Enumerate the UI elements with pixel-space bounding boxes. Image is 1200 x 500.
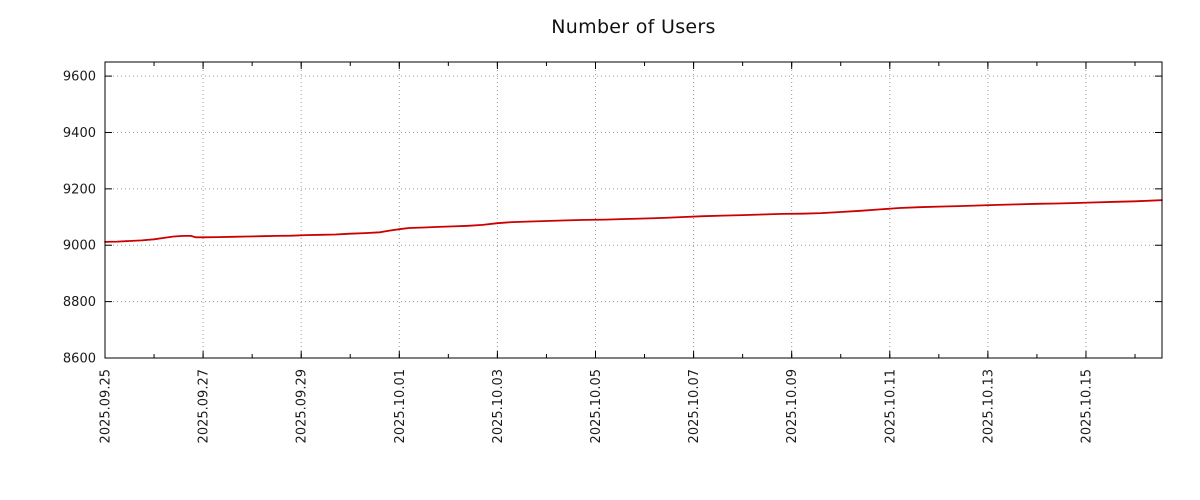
plot-border [104, 61, 1163, 359]
svg-text:8800: 8800 [63, 295, 96, 310]
y-axis-labels: 8600 8800 9000 9200 9400 9600 [63, 70, 96, 367]
svg-text:9200: 9200 [63, 182, 96, 197]
axis-ticks [104, 62, 1162, 359]
series-lines [104, 199, 1163, 243]
grid-lines [104, 62, 1162, 359]
svg-text:9400: 9400 [63, 126, 96, 141]
svg-text:8600: 8600 [63, 352, 96, 367]
chart-title: Number of Users [551, 16, 716, 38]
svg-text:2025.10.03: 2025.10.03 [491, 369, 506, 443]
svg-text:2025.10.13: 2025.10.13 [981, 369, 996, 443]
svg-text:2025.10.01: 2025.10.01 [393, 369, 408, 443]
svg-text:2025.09.25: 2025.09.25 [99, 369, 114, 443]
svg-text:2025.09.27: 2025.09.27 [197, 369, 212, 443]
svg-text:2025.10.05: 2025.10.05 [589, 369, 604, 443]
users-series-line [104, 199, 1163, 243]
svg-text:9000: 9000 [63, 239, 96, 254]
svg-text:2025.09.29: 2025.09.29 [295, 369, 310, 443]
svg-text:9600: 9600 [63, 70, 96, 85]
svg-text:2025.10.11: 2025.10.11 [883, 369, 898, 443]
svg-text:2025.10.07: 2025.10.07 [687, 369, 702, 443]
svg-text:2025.10.15: 2025.10.15 [1079, 369, 1094, 443]
svg-text:2025.10.09: 2025.10.09 [785, 369, 800, 443]
x-axis-labels: 2025.09.25 2025.09.27 2025.09.29 2025.10.01… [99, 369, 1095, 443]
